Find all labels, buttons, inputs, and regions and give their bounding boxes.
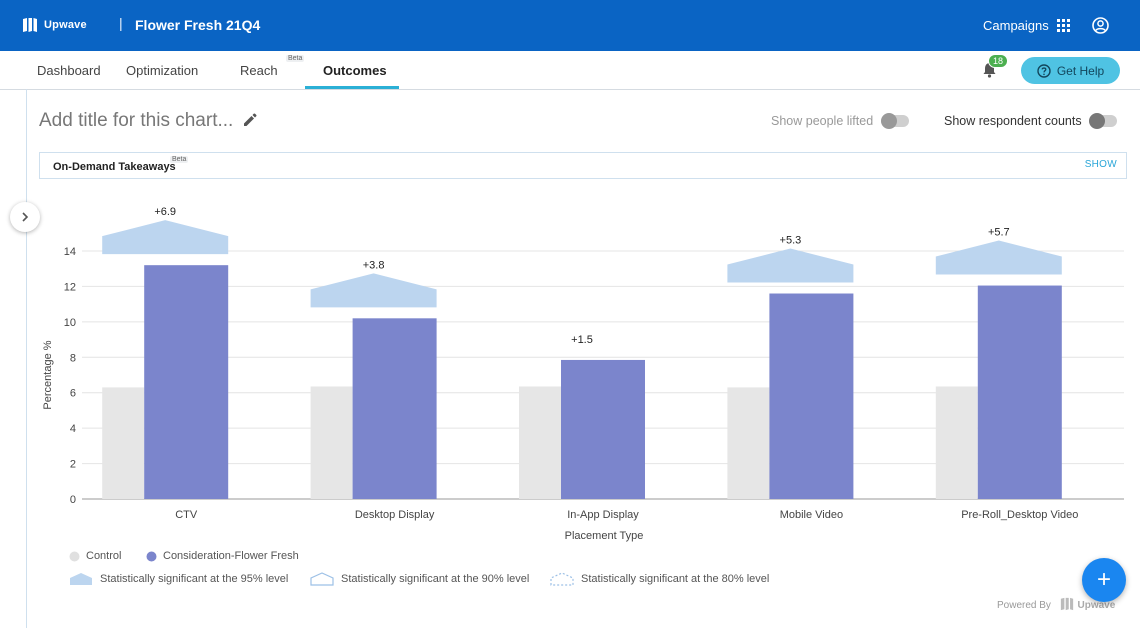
legend-label-consideration: Consideration-Flower Fresh [163,550,299,562]
reach-beta-badge: Beta [286,55,305,62]
show-respondent-counts-toggle[interactable] [1089,113,1117,129]
powered-by-text: Powered By [997,600,1051,611]
y-tick-label: 14 [64,246,76,258]
add-fab-button[interactable]: + [1082,558,1126,602]
consideration-bar [977,285,1062,499]
legend-label-sig-95: Statistically significant at the 95% lev… [100,573,289,585]
y-tick-label: 8 [70,352,76,364]
upwave-logo[interactable]: Upwave [22,17,87,33]
control-bar [102,387,145,499]
lift-label: +6.9 [154,206,176,218]
significance-95-marker [310,273,437,308]
lift-label: +1.5 [571,334,593,346]
x-tick-label: CTV [175,509,198,521]
get-help-button[interactable]: Get Help [1021,57,1120,84]
control-legend-swatch [69,551,80,561]
user-account-icon[interactable] [1092,17,1109,34]
takeaways-show-button[interactable]: SHOW [1084,159,1117,170]
campaign-name[interactable]: Flower Fresh 21Q4 [135,17,261,33]
y-tick-label: 4 [70,423,76,435]
nav-bar: Dashboard Optimization Reach Beta Outcom… [0,51,1140,90]
on-demand-takeaways-bar: On-Demand Takeaways Beta SHOW [39,152,1127,179]
consideration-bar [144,265,229,499]
legend-item-consideration: Consideration-Flower Fresh [146,550,299,562]
legend-label-control: Control [86,550,122,562]
get-help-label: Get Help [1056,63,1105,78]
y-tick-label: 12 [64,281,76,293]
sig-90-pentagon-icon [310,572,334,586]
control-bar [727,387,770,499]
sig-80-pentagon-icon [550,572,574,586]
show-people-lifted-toggle[interactable] [881,113,909,129]
consideration-bar [352,318,437,499]
legend-item-sig-95: Statistically significant at the 95% lev… [69,572,288,586]
powered-by: Powered By Upwave [997,597,1115,611]
toggle-knob [1089,113,1105,129]
takeaways-label: On-Demand Takeaways [53,161,176,173]
expand-sidebar-button[interactable] [10,202,40,232]
control-bar [935,386,978,499]
lift-label: +3.8 [363,259,385,271]
y-tick-label: 10 [64,317,76,329]
consideration-bar [769,293,854,499]
consideration-legend-swatch [146,551,157,561]
toggle-knob [881,113,897,129]
y-tick-label: 0 [70,494,76,506]
significance-95-marker [102,220,229,255]
legend-item-sig-80: Statistically significant at the 80% lev… [550,572,769,586]
legend-item-control: Control [69,550,121,562]
control-bar [519,386,561,499]
notification-count-badge: 18 [988,54,1009,68]
tab-outcomes[interactable]: Outcomes [323,63,387,78]
logo-text: Upwave [44,19,87,31]
tab-optimization[interactable]: Optimization [126,63,199,78]
chart-title-input[interactable]: Add title for this chart... [39,110,234,131]
y-tick-label: 6 [70,388,76,400]
x-tick-label: Mobile Video [780,509,843,521]
sig-95-pentagon-icon [70,573,92,585]
top-bar: Upwave | Flower Fresh 21Q4 Campaigns [0,0,1140,51]
x-axis-label: Placement Type [565,530,644,542]
takeaways-beta-badge: Beta [170,156,189,163]
lift-label: +5.3 [780,235,802,247]
upwave-footer-logo-icon [1060,597,1073,611]
legend-label-sig-90: Statistically significant at the 90% lev… [341,573,530,585]
tab-reach[interactable]: Reach [240,63,278,78]
consideration-bar [561,359,645,499]
help-circle-icon [1037,63,1051,78]
campaigns-link[interactable]: Campaigns [983,18,1049,33]
significance-95-marker [727,248,854,283]
lift-label: +5.7 [988,227,1010,239]
y-tick-label: 2 [70,459,76,471]
y-axis-label: Percentage % [42,340,54,409]
show-respondent-counts-label: Show respondent counts [944,114,1082,128]
significance-95-marker [935,240,1062,275]
pencil-edit-icon[interactable] [242,112,258,128]
sidebar-edge [26,89,27,628]
x-tick-label: In-App Display [567,509,639,521]
active-tab-indicator [305,86,399,89]
x-tick-label: Desktop Display [355,509,435,521]
powered-by-brand: Upwave [1077,600,1116,611]
legend-item-sig-90: Statistically significant at the 90% lev… [310,572,529,586]
upwave-logo-icon [23,18,37,32]
legend-label-sig-80: Statistically significant at the 80% lev… [581,573,770,585]
tab-dashboard[interactable]: Dashboard [37,63,101,78]
apps-grid-icon[interactable] [1057,19,1070,32]
control-bar [310,386,353,499]
show-people-lifted-label: Show people lifted [771,114,874,128]
x-tick-label: Pre-Roll_Desktop Video [961,509,1078,521]
header-separator: | [119,15,123,31]
chevron-right-icon [22,212,29,222]
